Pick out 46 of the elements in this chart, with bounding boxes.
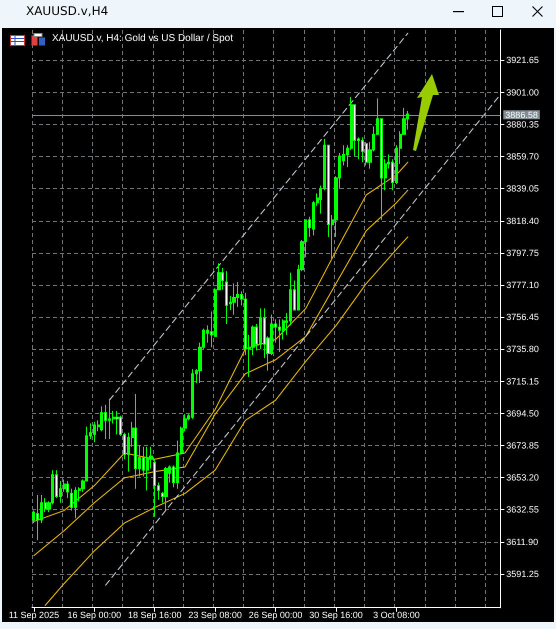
y-tick-label: 3859.70 (506, 152, 539, 162)
y-tick-label: 3715.15 (506, 376, 539, 386)
candlestick (108, 398, 111, 440)
x-tick-label: 18 Sep 16:00 (128, 610, 182, 620)
y-tick-label: 3921.65 (506, 55, 539, 66)
x-tick-label: 23 Sep 08:00 (188, 610, 242, 620)
chart-title: XAUUSD.v,H4 (26, 4, 108, 18)
candlestick (93, 421, 96, 443)
x-tick-label: 16 Sep 00:00 (68, 610, 122, 620)
y-tick-label: 3611.90 (506, 536, 538, 547)
x-tick-label: 3 Oct 08:00 (373, 610, 420, 620)
y-tick-label: 3653.20 (506, 472, 539, 483)
candlestick (66, 480, 69, 499)
y-tick-label: 3797.75 (506, 248, 539, 258)
y-tick-label: 3880.35 (506, 119, 539, 130)
y-tick-label: 3673.85 (506, 440, 539, 450)
candlestick (221, 268, 224, 290)
x-tick-label: 11 Sep 2025 (8, 610, 60, 620)
candlestick (365, 142, 368, 166)
y-tick-label: 3632.55 (506, 504, 539, 515)
candlestick (191, 368, 194, 420)
candlestick (115, 410, 119, 435)
candlestick (146, 446, 149, 491)
candlestick (134, 393, 137, 490)
candlestick (225, 270, 228, 324)
y-tick-label: 3777.10 (506, 280, 539, 290)
candlestick (232, 283, 236, 316)
y-tick-label: 3901.00 (506, 87, 539, 98)
line-series (33, 162, 408, 522)
candlestick (36, 494, 39, 541)
y-tick-label: 3694.50 (506, 408, 539, 418)
candlestick (278, 318, 281, 352)
candlestick (74, 486, 77, 519)
x-tick-label: 26 Sep 00:00 (248, 610, 302, 620)
y-tick-label: 3839.05 (506, 184, 539, 194)
candlestick (361, 136, 364, 163)
line-series (33, 190, 408, 556)
candlestick (164, 466, 168, 512)
ref-line-label: 3886.58 (505, 110, 538, 120)
y-tick-label: 3735.80 (506, 344, 539, 354)
x-tick-label: 30 Sep 16:00 (309, 610, 363, 620)
line-series (44, 236, 408, 606)
y-tick-label: 3818.40 (506, 216, 539, 226)
y-tick-label: 3756.45 (506, 312, 539, 322)
chart-subtitle: XAUUSD.v, H4: Gold vs US Dollar / Spot (52, 33, 233, 44)
y-tick-label: 3591.25 (506, 568, 539, 579)
